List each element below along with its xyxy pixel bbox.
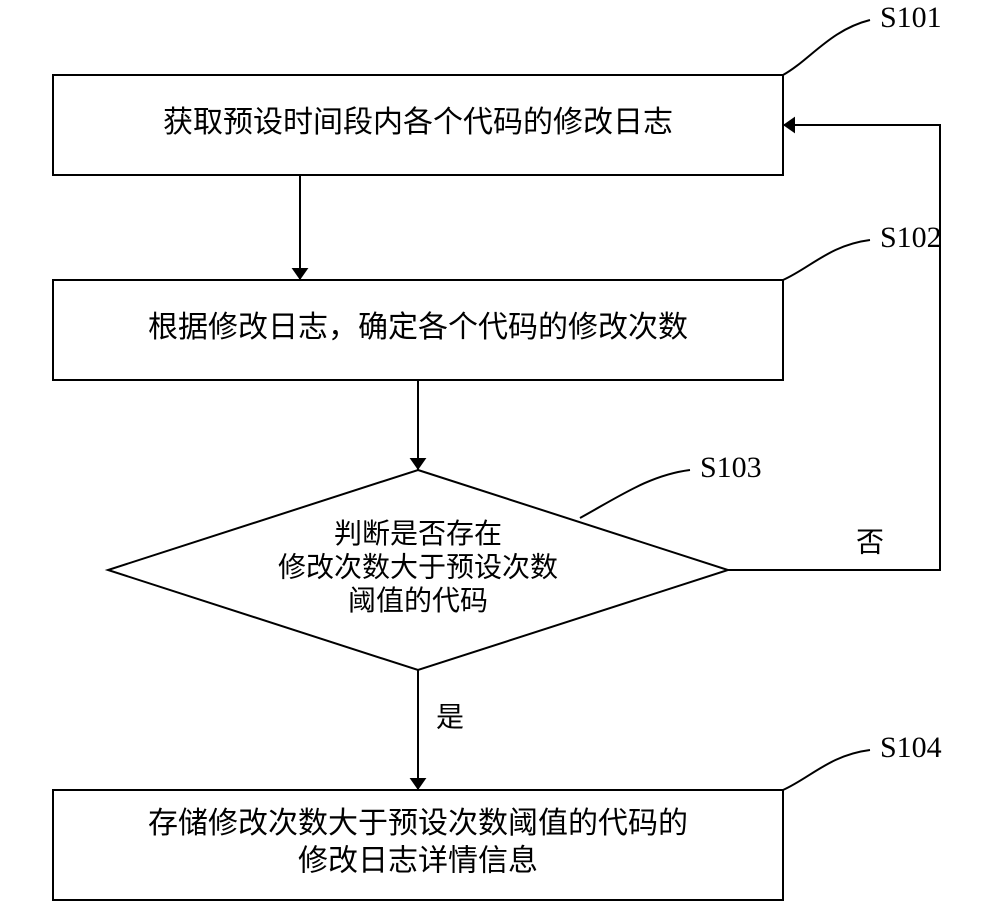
step-label-s102: S102	[880, 221, 942, 254]
edge-label-e3_yes: 是	[436, 702, 464, 733]
edge-label-e4_no: 否	[856, 527, 884, 558]
step-label-s104: S104	[880, 731, 942, 764]
callout-s101	[783, 20, 870, 75]
callout-s104	[783, 750, 870, 790]
node-s104-text-line-1: 修改日志详情信息	[298, 845, 538, 878]
step-label-s101: S101	[880, 1, 942, 34]
node-s103-text-line-0: 判断是否存在	[334, 518, 502, 550]
node-s103-text-line-1: 修改次数大于预设次数	[278, 551, 558, 583]
node-s101-text-line-0: 获取预设时间段内各个代码的修改日志	[163, 106, 673, 139]
flow-node-s101: 获取预设时间段内各个代码的修改日志 S101	[53, 1, 942, 175]
flow-node-s103: 判断是否存在修改次数大于预设次数阈值的代码 S103	[108, 451, 762, 670]
callout-s103	[580, 470, 690, 518]
step-label-s103: S103	[700, 451, 762, 484]
node-s102-text-line-0: 根据修改日志，确定各个代码的修改次数	[148, 311, 688, 344]
node-s104-text-line-0: 存储修改次数大于预设次数阈值的代码的	[148, 807, 688, 840]
flow-node-s102: 根据修改日志，确定各个代码的修改次数 S102	[53, 221, 942, 380]
node-s103-text-line-2: 阈值的代码	[348, 585, 488, 617]
flow-node-s104: 存储修改次数大于预设次数阈值的代码的修改日志详情信息 S104	[53, 731, 942, 900]
callout-s102	[783, 240, 870, 280]
